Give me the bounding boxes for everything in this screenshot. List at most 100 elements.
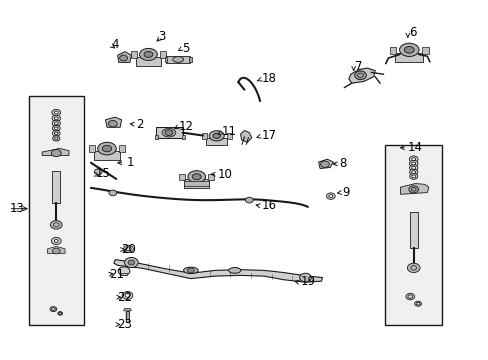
Circle shape xyxy=(52,109,61,116)
Bar xyxy=(52,171,60,203)
Text: 4: 4 xyxy=(112,38,119,51)
Text: 22: 22 xyxy=(117,291,131,304)
Circle shape xyxy=(407,263,419,273)
Circle shape xyxy=(409,174,417,179)
Text: 14: 14 xyxy=(407,141,422,154)
Circle shape xyxy=(52,248,60,254)
FancyBboxPatch shape xyxy=(179,174,184,180)
Polygon shape xyxy=(348,68,374,83)
Circle shape xyxy=(408,165,417,171)
FancyBboxPatch shape xyxy=(136,57,161,66)
Bar xyxy=(164,57,167,62)
FancyBboxPatch shape xyxy=(208,174,214,180)
Circle shape xyxy=(326,193,334,199)
Ellipse shape xyxy=(143,51,153,58)
Circle shape xyxy=(128,260,135,265)
Polygon shape xyxy=(47,246,65,253)
Bar xyxy=(156,127,182,138)
Ellipse shape xyxy=(172,57,183,62)
Circle shape xyxy=(411,171,415,174)
Circle shape xyxy=(411,166,415,169)
Circle shape xyxy=(320,161,329,167)
Circle shape xyxy=(124,257,138,267)
Circle shape xyxy=(354,71,366,80)
Circle shape xyxy=(125,294,130,297)
FancyBboxPatch shape xyxy=(226,133,231,139)
Text: 11: 11 xyxy=(222,125,237,138)
Bar xyxy=(155,135,158,139)
Ellipse shape xyxy=(209,131,224,141)
Circle shape xyxy=(411,158,415,161)
Ellipse shape xyxy=(399,43,418,57)
Circle shape xyxy=(50,221,62,229)
Ellipse shape xyxy=(183,267,198,274)
Text: 21: 21 xyxy=(109,268,123,281)
Ellipse shape xyxy=(162,129,175,137)
Ellipse shape xyxy=(192,174,201,180)
Polygon shape xyxy=(123,309,131,311)
Circle shape xyxy=(54,127,58,130)
Bar xyxy=(166,55,189,63)
Text: 1: 1 xyxy=(126,156,134,169)
Circle shape xyxy=(328,195,332,198)
Circle shape xyxy=(51,237,61,244)
Text: 10: 10 xyxy=(217,168,232,181)
Circle shape xyxy=(123,245,133,252)
Text: 2: 2 xyxy=(136,118,143,131)
Circle shape xyxy=(52,125,60,131)
Polygon shape xyxy=(318,159,332,168)
Circle shape xyxy=(108,121,117,127)
Circle shape xyxy=(122,292,133,300)
FancyBboxPatch shape xyxy=(88,145,95,152)
Bar xyxy=(183,181,209,186)
FancyBboxPatch shape xyxy=(389,46,396,54)
FancyBboxPatch shape xyxy=(183,179,209,188)
Circle shape xyxy=(55,137,58,140)
Text: 8: 8 xyxy=(339,157,346,170)
Circle shape xyxy=(52,131,60,136)
FancyBboxPatch shape xyxy=(94,151,120,160)
Polygon shape xyxy=(240,131,251,142)
Circle shape xyxy=(120,55,127,61)
FancyBboxPatch shape xyxy=(395,53,423,62)
Polygon shape xyxy=(400,184,428,194)
Circle shape xyxy=(164,130,172,135)
FancyBboxPatch shape xyxy=(131,51,137,58)
Circle shape xyxy=(54,111,58,114)
Text: 23: 23 xyxy=(117,318,131,331)
FancyBboxPatch shape xyxy=(119,145,125,152)
Circle shape xyxy=(408,186,418,193)
Text: 20: 20 xyxy=(122,243,136,256)
Bar xyxy=(188,57,191,62)
Text: 3: 3 xyxy=(158,30,165,43)
Text: 19: 19 xyxy=(301,275,315,288)
Circle shape xyxy=(187,268,194,273)
Bar xyxy=(384,145,442,324)
Bar xyxy=(409,212,417,248)
Circle shape xyxy=(52,115,61,121)
Text: 13: 13 xyxy=(9,202,24,215)
Circle shape xyxy=(51,149,61,157)
Circle shape xyxy=(58,312,62,315)
Text: 9: 9 xyxy=(341,186,349,199)
Ellipse shape xyxy=(139,48,157,60)
Ellipse shape xyxy=(187,171,205,183)
Circle shape xyxy=(409,169,417,175)
Ellipse shape xyxy=(228,267,241,273)
Circle shape xyxy=(54,117,58,120)
Circle shape xyxy=(55,132,58,135)
Circle shape xyxy=(411,175,415,178)
Text: 17: 17 xyxy=(261,129,276,142)
Ellipse shape xyxy=(98,142,116,155)
Bar xyxy=(29,96,83,325)
Circle shape xyxy=(54,122,58,125)
Ellipse shape xyxy=(102,145,111,152)
Circle shape xyxy=(50,307,57,312)
Text: 12: 12 xyxy=(178,120,193,133)
Circle shape xyxy=(109,190,117,196)
Ellipse shape xyxy=(212,133,220,138)
Bar xyxy=(125,311,129,321)
Ellipse shape xyxy=(404,46,413,53)
Bar xyxy=(121,273,127,275)
Text: 7: 7 xyxy=(354,60,362,73)
